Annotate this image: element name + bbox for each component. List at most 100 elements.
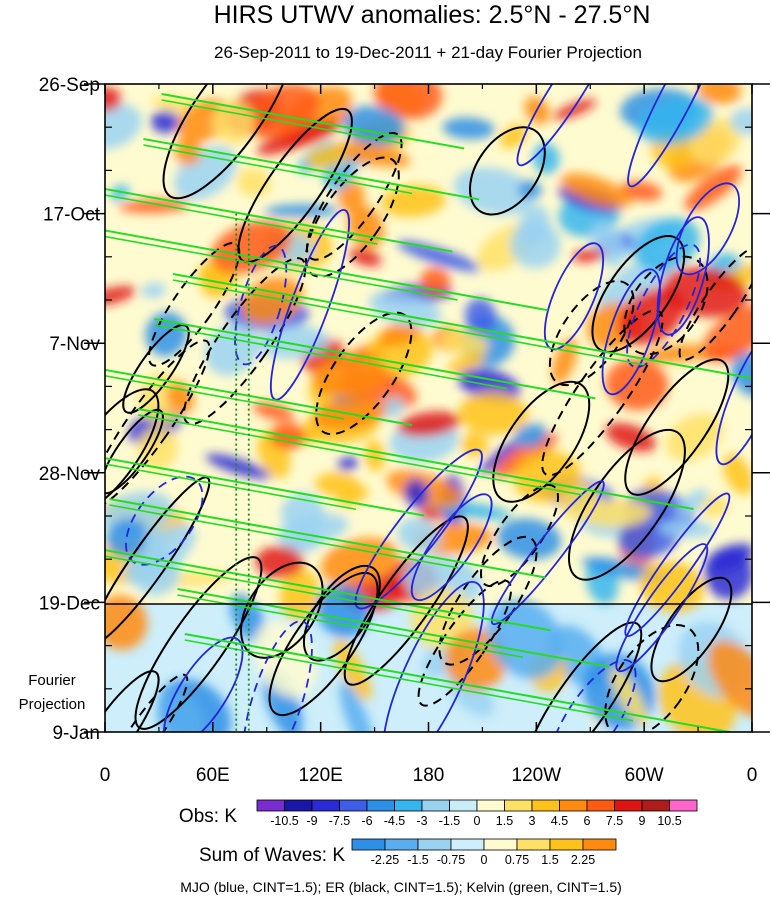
colorbar-swatch [549,838,584,851]
x-tick-label: 60W [625,765,664,786]
waves-colorbar: Sum of Waves: K -2.25 -1.5 -0.75 0 0.75 1.5 2.… [199,838,617,867]
anomaly-patch [676,488,709,517]
colorbar-tick-label: 0 [481,853,488,867]
kelvin-contour [109,498,546,579]
colorbar-tick-label: 9 [639,814,646,828]
anomaly-patch [572,248,606,263]
colorbar-tick-label: -7.5 [329,814,351,828]
er-contour [541,309,664,477]
kelvin-contour [105,235,458,301]
anomaly-patch [454,167,535,216]
er-contour [624,358,730,496]
projection-label-line1: Fourier [28,672,76,689]
anomaly-patch [704,303,752,357]
anomaly-patch [553,99,596,120]
obs-colorbar-label: Obs: K [179,806,237,827]
anomaly-patch [552,338,578,385]
anomaly-patch [212,101,255,144]
er-contour [623,255,709,356]
mjo-contour [242,620,313,732]
mjo-contour [601,268,661,396]
x-tick-label: 120W [512,765,562,786]
colorbar-swatch [504,799,533,812]
er-contour [162,84,294,200]
er-contour [469,126,546,216]
anomaly-patch [141,282,167,299]
anomaly-patch [479,439,522,474]
mjo-contour [626,243,701,369]
mjo-contour [163,636,244,732]
kelvin-contour [172,273,752,380]
anomaly-patch [706,543,752,573]
colorbar-swatch [582,838,617,851]
er-contour [183,257,307,425]
colorbar-swatch [284,799,313,812]
colorbar-tick-label: -3 [416,814,427,828]
er-contour [650,576,733,683]
anomaly-patch [279,568,320,621]
wave-contours [105,84,752,732]
anomaly-patch [657,520,716,538]
colorbar-tick-label: -2.25 [371,853,400,867]
er-contour [240,561,324,659]
anomaly-patch [499,124,528,149]
kelvin-contour [154,318,596,400]
colorbar-swatch [339,799,368,812]
anomaly-patch [337,456,359,471]
anomaly-patch [311,353,386,398]
obs-colorbar: Obs: K -10.5 -9 -7.5 -6 -4.5 -3 -1.5 0 1.5 3 4.5 6 7… [179,799,698,828]
colorbar-tick-label: -10.5 [270,814,299,828]
colorbar-tick-label: -1.5 [407,853,429,867]
kelvin-contour [143,144,413,195]
colorbar-swatch [366,799,395,812]
colorbar-tick-label: 1.5 [496,814,513,828]
kelvin-contour [105,368,413,427]
anomaly-patch [280,492,325,535]
colorbar-tick-label: 0 [474,814,481,828]
anomaly-patch [636,97,714,145]
kelvin-contour [105,463,357,511]
projection-patch [157,692,203,732]
colorbar-swatch [311,799,340,812]
er-contour [105,408,164,495]
colorbar-swatch [421,799,450,812]
x-tick-label: 0 [100,765,111,786]
kelvin-contour [105,229,548,312]
x-tick-label: 120E [298,765,342,786]
mjo-contour [548,659,637,732]
anomaly-patch [105,87,122,112]
anomaly-patch [329,142,411,168]
projection-label-line2: Projection [19,696,86,713]
colorbar-swatch [476,799,505,812]
kelvin-contour [143,138,480,201]
colorbar-tick-label: -6 [361,814,372,828]
colorbar-swatch [516,838,551,851]
colorbar-tick-label: -4.5 [384,814,406,828]
er-contour [522,621,643,732]
y-axis: 26-Sep 17-Oct 7-Nov 28-Nov 19-Dec 9-Jan [39,75,770,744]
anomaly-patch [144,528,167,552]
projection-patch [610,667,648,727]
anomaly-patch [105,103,142,150]
projection-patch [707,640,752,719]
er-contour [305,132,403,261]
er-contour [438,535,538,666]
anomaly-patch [642,344,719,363]
mjo-contour [656,216,710,336]
waves-colorbar-label: Sum of Waves: K [199,845,345,866]
kelvin-contour [161,99,404,145]
anomaly-patch [440,329,489,356]
x-tick-label: 0 [747,765,758,786]
mjo-contour [354,448,483,610]
colorbar-swatch [531,799,560,812]
mjo-contour [715,322,752,466]
er-contour [105,670,160,732]
colorbar-tick-label: -9 [306,814,317,828]
anomaly-patch [349,248,382,267]
x-axis: 0 60E 120E 180 120W 60W 0 [100,84,758,786]
anomaly-patch [105,286,136,306]
colorbar-swatch [559,799,588,812]
colorbar-tick-label: 6 [584,814,591,828]
kelvin-contour [184,639,634,722]
colorbar-swatch [417,838,452,851]
